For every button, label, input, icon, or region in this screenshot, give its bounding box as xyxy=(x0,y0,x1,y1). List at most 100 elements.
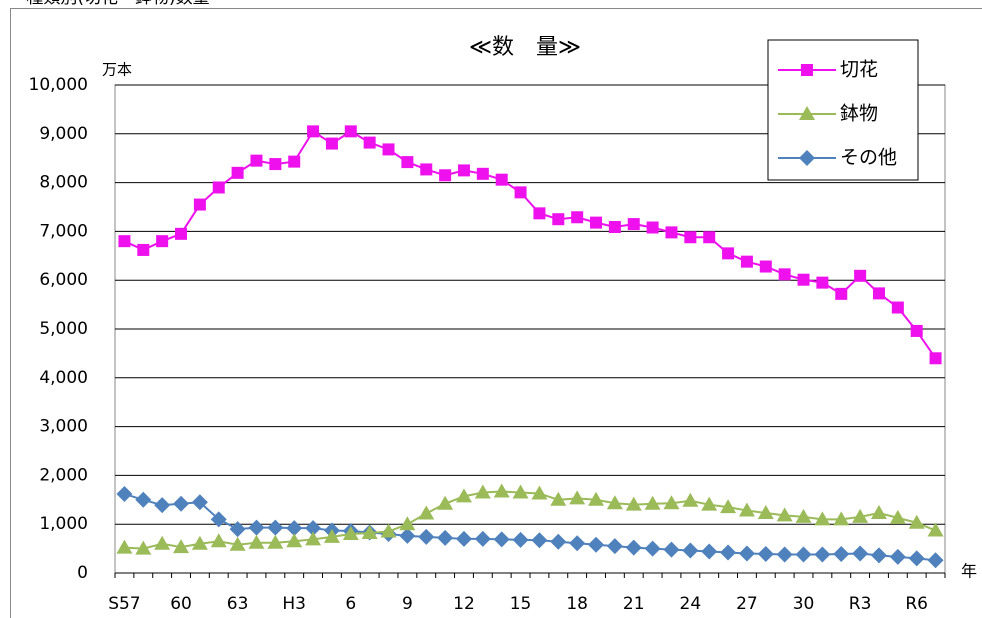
x-tick-label: R6 xyxy=(905,594,928,614)
data-point xyxy=(833,545,850,562)
data-point xyxy=(286,533,303,548)
data-point xyxy=(852,545,869,562)
data-point xyxy=(870,504,887,519)
data-point xyxy=(644,495,661,510)
data-point xyxy=(361,524,378,539)
data-point xyxy=(135,540,152,555)
legend-marker xyxy=(801,64,813,76)
data-point xyxy=(531,485,548,500)
data-point xyxy=(776,546,793,563)
data-point xyxy=(625,539,642,556)
data-point xyxy=(608,221,621,234)
data-point xyxy=(399,516,416,531)
data-point xyxy=(437,495,454,510)
data-point xyxy=(757,504,774,519)
data-point xyxy=(250,154,263,167)
data-point xyxy=(606,538,623,555)
data-point xyxy=(116,539,133,554)
data-point xyxy=(776,507,793,522)
data-point xyxy=(588,491,605,506)
data-point xyxy=(191,535,208,550)
data-point xyxy=(891,301,904,314)
data-point xyxy=(701,543,718,560)
data-point xyxy=(682,542,699,559)
y-tick-label: 4,000 xyxy=(39,368,88,388)
data-point xyxy=(870,547,887,564)
data-point xyxy=(175,227,188,240)
data-point xyxy=(512,484,529,499)
data-point xyxy=(682,492,699,507)
data-point xyxy=(493,483,510,498)
y-tick-label: 10,000 xyxy=(29,75,88,95)
data-point xyxy=(738,502,755,517)
data-point xyxy=(210,533,227,548)
data-point xyxy=(720,499,737,514)
data-point xyxy=(889,548,906,565)
data-point xyxy=(418,505,435,520)
data-point xyxy=(646,221,659,234)
y-tick-label: 6,000 xyxy=(39,270,88,290)
x-tick-label: 18 xyxy=(566,594,588,614)
data-point xyxy=(889,509,906,524)
x-tick-label: H3 xyxy=(282,594,306,614)
y-tick-label: 8,000 xyxy=(39,173,88,193)
data-point xyxy=(193,198,206,211)
x-tick-label: 27 xyxy=(736,594,758,614)
data-point xyxy=(908,514,925,529)
data-point xyxy=(267,519,284,536)
data-point xyxy=(703,231,716,244)
data-point xyxy=(382,143,395,156)
data-point xyxy=(229,536,246,551)
data-point xyxy=(210,511,227,528)
data-point xyxy=(720,544,737,561)
data-point xyxy=(137,243,150,256)
data-point xyxy=(363,136,376,149)
x-tick-label: 30 xyxy=(793,594,815,614)
data-point xyxy=(795,546,812,563)
data-point xyxy=(474,530,491,547)
data-point xyxy=(173,495,190,512)
data-point xyxy=(512,531,529,548)
data-point xyxy=(757,545,774,562)
x-tick-label: 24 xyxy=(680,594,702,614)
data-point xyxy=(248,519,265,536)
data-point xyxy=(701,496,718,511)
data-point xyxy=(267,534,284,549)
data-point xyxy=(533,207,546,220)
legend-marker xyxy=(799,150,815,166)
data-point xyxy=(380,523,397,538)
data-point xyxy=(344,125,357,138)
x-tick-label: 6 xyxy=(345,594,356,614)
x-tick-label: 21 xyxy=(623,594,645,614)
data-point xyxy=(550,533,567,550)
data-point xyxy=(269,158,282,171)
data-point xyxy=(307,125,320,138)
data-point xyxy=(644,540,661,557)
data-point xyxy=(872,287,885,300)
data-point xyxy=(663,541,680,558)
data-point xyxy=(665,226,678,239)
data-point xyxy=(135,491,152,508)
data-point xyxy=(154,535,171,550)
data-point xyxy=(118,235,131,248)
data-point xyxy=(455,530,472,547)
x-tick-label: 15 xyxy=(510,594,532,614)
data-point xyxy=(910,324,923,337)
data-point xyxy=(759,260,772,273)
x-tick-label: 63 xyxy=(227,594,249,614)
data-point xyxy=(740,255,753,268)
data-point xyxy=(569,490,586,505)
y-tick-label: 5,000 xyxy=(39,319,88,339)
data-point xyxy=(929,352,942,365)
x-tick-label: 12 xyxy=(453,594,475,614)
data-point xyxy=(550,491,567,506)
data-point xyxy=(722,247,735,260)
data-point xyxy=(305,520,322,537)
data-point xyxy=(627,218,640,231)
x-tick-label: S57 xyxy=(108,594,140,614)
data-point xyxy=(116,485,133,502)
data-point xyxy=(212,181,225,194)
data-point xyxy=(495,173,508,186)
data-point xyxy=(625,496,642,511)
